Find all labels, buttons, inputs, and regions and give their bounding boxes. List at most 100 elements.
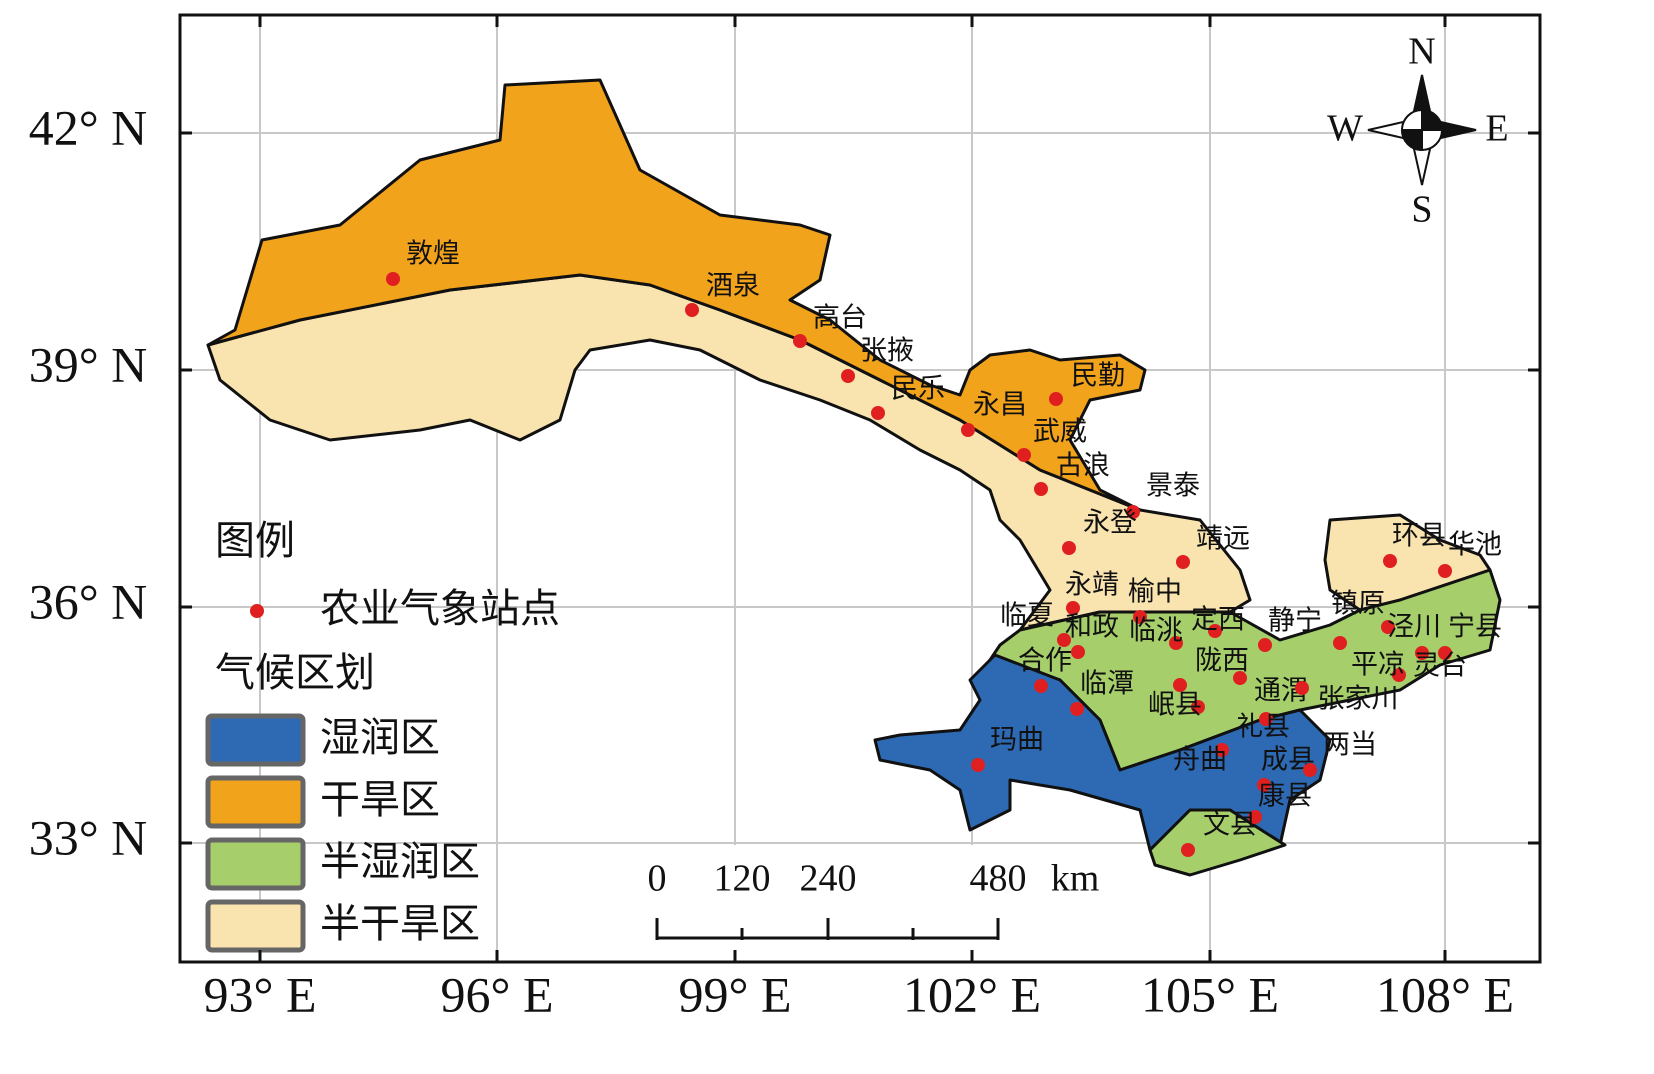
station-label: 平凉	[1351, 650, 1405, 681]
station-label: 临潭	[1080, 669, 1134, 700]
station-dot	[871, 406, 885, 420]
station-label: 华池	[1448, 530, 1502, 561]
station-dot	[685, 303, 699, 317]
station-label: 临夏	[1000, 601, 1054, 632]
scale-label: 480	[970, 858, 1027, 900]
station-dot	[1295, 681, 1309, 695]
station-dot	[1233, 671, 1247, 685]
station-label: 合作	[1018, 646, 1072, 677]
station-label: 宁县	[1448, 612, 1502, 643]
station-dot	[1208, 624, 1222, 638]
station-label: 榆中	[1128, 577, 1182, 608]
station-dot	[1415, 646, 1429, 660]
station-dot	[961, 423, 975, 437]
station-dot	[1383, 554, 1397, 568]
station-label: 临洮	[1129, 616, 1183, 647]
station-dot	[1049, 392, 1063, 406]
legend-title: 图例	[215, 518, 295, 564]
station-dot	[1191, 700, 1205, 714]
station-dot	[1438, 646, 1452, 660]
station-label: 张掖	[860, 336, 914, 367]
station-dot	[1392, 668, 1406, 682]
station-label: 敦煌	[406, 239, 460, 270]
station-dot	[1438, 564, 1452, 578]
scale-label: 240	[800, 858, 857, 900]
station-label: 景泰	[1146, 471, 1200, 502]
station-dot	[1169, 636, 1183, 650]
arid-region	[206, 78, 1147, 512]
y-tick-label: 42° N	[29, 99, 148, 155]
station-dot	[1071, 645, 1085, 659]
x-tick-label: 96° E	[440, 966, 553, 1022]
station-label: 玛曲	[990, 725, 1044, 756]
station-dot	[1303, 763, 1317, 777]
station-label: 永昌	[973, 390, 1027, 421]
legend-station-dot	[250, 604, 264, 618]
station-dot	[1034, 679, 1048, 693]
station-dot	[1070, 702, 1084, 716]
station-label: 古浪	[1056, 451, 1110, 482]
station-label: 靖远	[1196, 524, 1250, 555]
compass-s: S	[1411, 189, 1432, 231]
station-label: 舟曲	[1173, 745, 1227, 776]
station-dot	[1181, 843, 1195, 857]
y-tick-label: 39° N	[29, 336, 148, 392]
compass	[1367, 74, 1477, 186]
station-dot	[1126, 505, 1140, 519]
station-label: 民勤	[1071, 361, 1125, 392]
station-dot	[841, 369, 855, 383]
station-dot	[1381, 620, 1395, 634]
x-tick-label: 99° E	[678, 966, 791, 1022]
legend-zoning-title: 气候区划	[215, 650, 375, 696]
semi-humid-region-south	[1148, 808, 1287, 877]
station-label: 静宁	[1268, 606, 1322, 637]
map-frame	[178, 13, 1542, 964]
axis-labels: 93° E 96° E 99° E 102° E 105° E 108° E 42° N 39…	[29, 15, 1540, 1022]
y-tick-label: 33° N	[29, 809, 148, 865]
compass-w: W	[1327, 108, 1363, 150]
station-label: 定西	[1191, 605, 1245, 636]
x-tick-label: 93° E	[203, 966, 316, 1022]
station-dot	[971, 758, 985, 772]
station-dot	[1062, 541, 1076, 555]
station-dot	[1333, 636, 1347, 650]
station-dot	[1248, 810, 1262, 824]
station-label: 环县	[1392, 521, 1446, 552]
station-label: 张家川	[1318, 684, 1399, 715]
station-dot	[386, 272, 400, 286]
legend-zone-label: 干旱区	[320, 777, 440, 823]
station-dot	[1176, 555, 1190, 569]
station-dot	[1034, 482, 1048, 496]
station-label: 和政	[1065, 612, 1119, 643]
station-label: 镇原	[1331, 589, 1385, 620]
station-label: 礼县	[1236, 712, 1290, 743]
station-label: 岷县	[1148, 690, 1202, 721]
station-dot	[1173, 678, 1187, 692]
legend-zone-label: 半湿润区	[320, 839, 480, 885]
station-dot	[1017, 448, 1031, 462]
station-label: 泾川	[1387, 612, 1441, 643]
station-dot	[1215, 743, 1229, 757]
scale-label: 0	[648, 858, 667, 900]
compass-n: N	[1408, 31, 1435, 73]
station-label: 民乐	[891, 374, 945, 405]
legend-swatch	[205, 899, 306, 953]
humid-region	[873, 653, 1332, 852]
scale-unit: km	[1051, 858, 1100, 900]
scale-label: 120	[714, 858, 771, 900]
scale-bar	[655, 918, 1000, 940]
station-dot	[1057, 633, 1071, 647]
station-label: 酒泉	[706, 271, 760, 302]
legend-station: 农业气象站点	[320, 586, 560, 632]
station-label: 文县	[1203, 810, 1257, 841]
compass-e: E	[1485, 108, 1508, 150]
legend-swatch	[205, 713, 306, 767]
station-dot	[1066, 601, 1080, 615]
station-label: 永登	[1083, 508, 1137, 539]
station-label: 康县	[1258, 781, 1312, 812]
legend-zone-label: 湿润区	[320, 715, 440, 761]
station-label: 灵台	[1413, 651, 1467, 682]
